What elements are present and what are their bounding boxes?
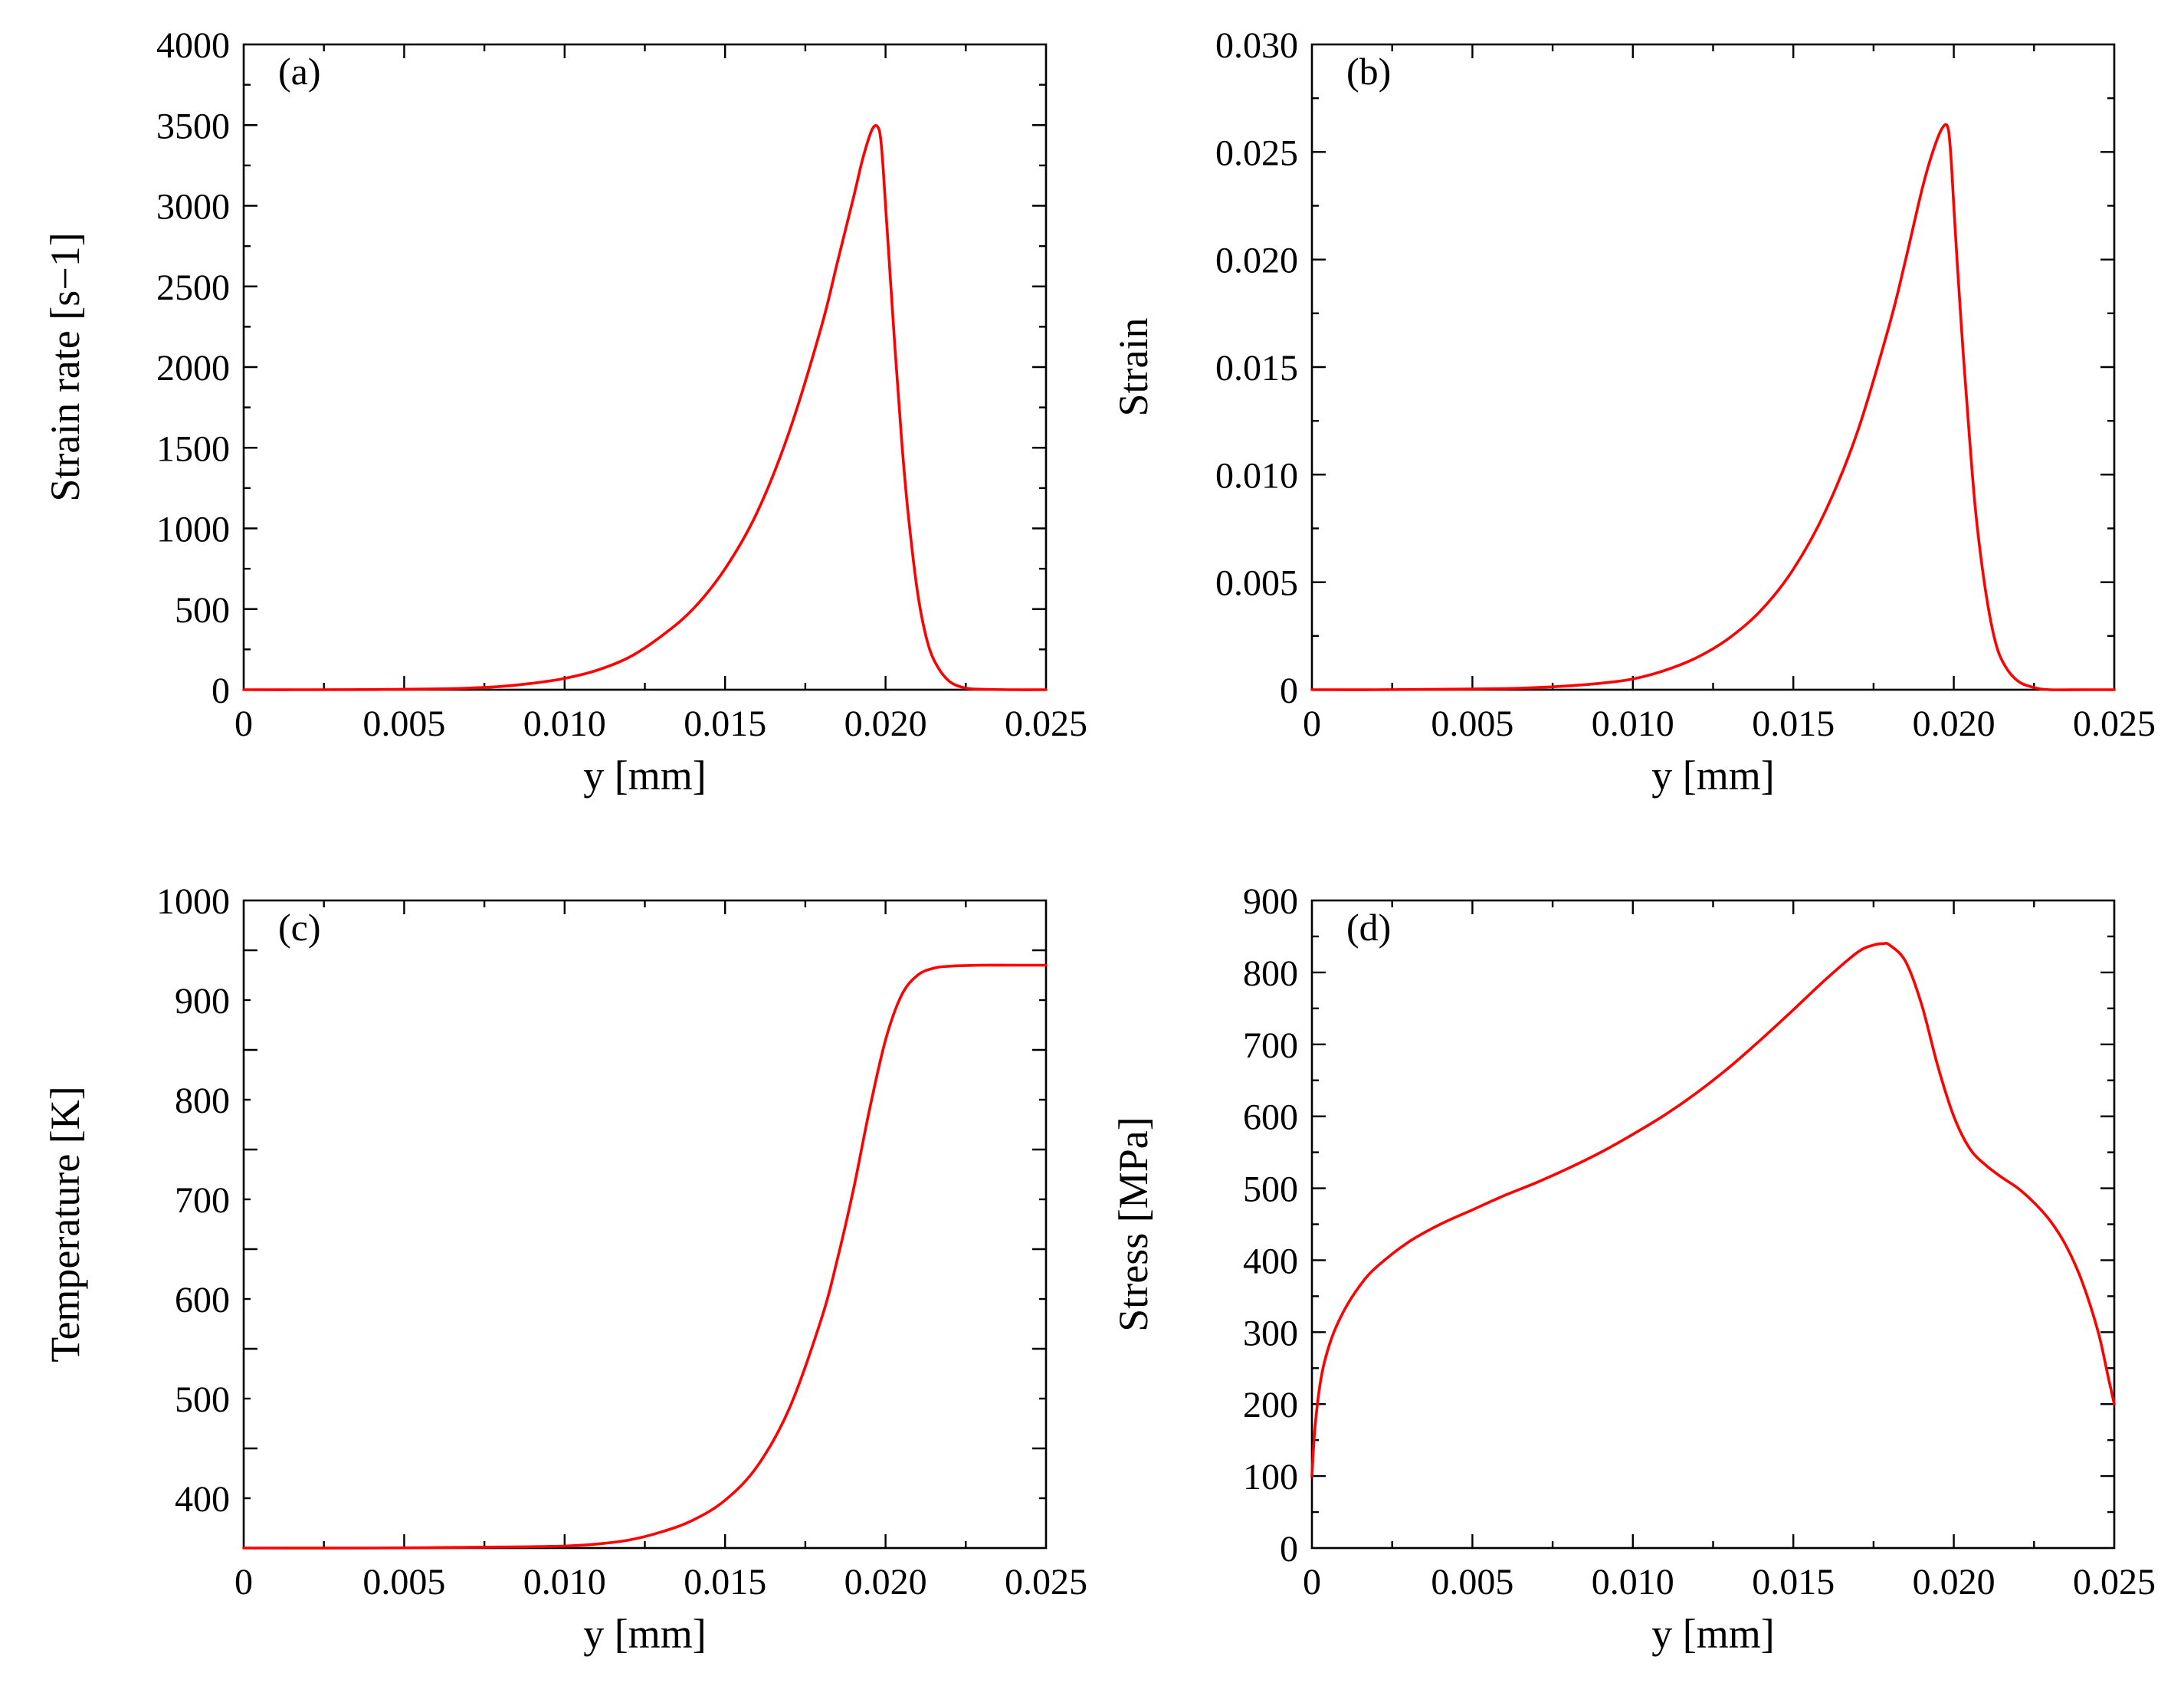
x-tick-label: 0.015: [1752, 704, 1835, 744]
y-tick-label: 900: [175, 981, 230, 1022]
y-tick-label: 700: [1243, 1025, 1298, 1066]
x-tick-label: 0: [1303, 1562, 1321, 1602]
panel-label: (c): [278, 906, 321, 949]
series-line-strain: [1310, 123, 2116, 692]
x-tick-label: 0.020: [1913, 1562, 1995, 1602]
y-tick-label: 2500: [156, 267, 230, 308]
panel-label: (a): [278, 50, 321, 93]
y-tick-label: 0.005: [1215, 563, 1298, 604]
x-tick-label: 0.010: [1592, 704, 1674, 744]
plot-frame: [1310, 899, 2116, 1550]
y-tick-label: 0: [1280, 671, 1298, 711]
panel-a: 0 0.005 0.010 0.015 0.020 0.025 0 500 1000 1500 20…: [42, 25, 1087, 799]
y-tick-label: 100: [1243, 1457, 1298, 1497]
x-tick-label: 0.005: [362, 704, 445, 744]
y-tick-label: 1000: [156, 510, 230, 550]
x-tick-label: 0.010: [523, 1562, 606, 1602]
y-tick-label: 2000: [156, 348, 230, 389]
y-tick-label: 1500: [156, 428, 230, 469]
series-line-stress: [1310, 942, 2116, 1478]
panel-b: 0 0.005 0.010 0.015 0.020 0.025 0 0.005 0.010 0.0…: [1110, 25, 2156, 799]
panel-label: (d): [1346, 906, 1391, 949]
plot-frame: [1310, 43, 2116, 691]
x-axis-label: y [mm]: [583, 753, 706, 799]
x-tick-label: 0.015: [1752, 1562, 1835, 1602]
y-tick-label: 0.025: [1215, 133, 1298, 173]
y-tick-label: 500: [1243, 1169, 1298, 1210]
y-tick-label: 400: [175, 1479, 230, 1520]
x-tick-label: 0.020: [844, 704, 927, 744]
plot-frame: [242, 43, 1048, 691]
y-tick-label: 4000: [156, 25, 230, 66]
y-tick-label: 0.015: [1215, 348, 1298, 389]
x-tick-label: 0.005: [1431, 704, 1513, 744]
y-tick-label: 600: [1243, 1097, 1298, 1138]
x-tick-label: 0.020: [1913, 704, 1995, 744]
y-tick-label: 0.020: [1215, 241, 1298, 281]
series-line-temperature: [242, 963, 1048, 1550]
x-tick-label: 0.020: [844, 1562, 927, 1602]
y-tick-label: 0.010: [1215, 455, 1298, 496]
x-tick-label: 0.010: [1592, 1562, 1674, 1602]
y-tick-label: 1000: [156, 881, 230, 922]
x-tick-label: 0.025: [2073, 1562, 2156, 1602]
y-axis-label: Strain rate [s−1]: [42, 232, 88, 501]
x-tick-label: 0.025: [2073, 704, 2156, 744]
plot-frame: [242, 899, 1048, 1550]
y-tick-label: 3500: [156, 106, 230, 146]
x-tick-label: 0.015: [684, 1562, 766, 1602]
x-tick-label: 0.005: [1431, 1562, 1513, 1602]
y-tick-label: 800: [1243, 953, 1298, 994]
x-tick-label: 0: [234, 704, 253, 744]
y-axis-label: Temperature [K]: [42, 1086, 88, 1363]
y-tick-label: 800: [175, 1081, 230, 1121]
panel-d: 0 0.005 0.010 0.015 0.020 0.025 0 100 200 300 400 5…: [1110, 881, 2156, 1657]
y-tick-label: 200: [1243, 1385, 1298, 1425]
y-tick-label: 400: [1243, 1241, 1298, 1281]
y-tick-label: 700: [175, 1180, 230, 1221]
x-tick-label: 0.015: [684, 704, 766, 744]
x-tick-label: 0.005: [362, 1562, 445, 1602]
y-axis-label: Strain: [1110, 318, 1156, 417]
y-tick-label: 3000: [156, 187, 230, 228]
y-tick-label: 600: [175, 1280, 230, 1320]
x-axis-label: y [mm]: [583, 1611, 706, 1657]
y-tick-label: 300: [1243, 1313, 1298, 1353]
x-tick-label: 0.025: [1005, 704, 1087, 744]
x-axis-label: y [mm]: [1651, 1611, 1774, 1657]
y-tick-label: 500: [175, 1379, 230, 1420]
x-tick-label: 0: [1303, 704, 1321, 744]
y-axis-label: Stress [MPa]: [1110, 1117, 1156, 1332]
panel-c: 0 0.005 0.010 0.015 0.020 0.025 400 500 600 700 80…: [42, 881, 1087, 1657]
y-tick-label: 900: [1243, 881, 1298, 922]
y-tick-label: 500: [175, 590, 230, 631]
y-tick-label: 0.030: [1215, 25, 1298, 66]
x-tick-label: 0.010: [523, 704, 606, 744]
panel-label: (b): [1346, 50, 1391, 93]
x-tick-label: 0.025: [1005, 1562, 1087, 1602]
y-tick-label: 0: [1280, 1529, 1298, 1569]
x-axis-label: y [mm]: [1651, 753, 1774, 799]
series-line-strain-rate: [242, 124, 1048, 691]
x-tick-label: 0: [234, 1562, 253, 1602]
y-tick-label: 0: [212, 671, 230, 711]
